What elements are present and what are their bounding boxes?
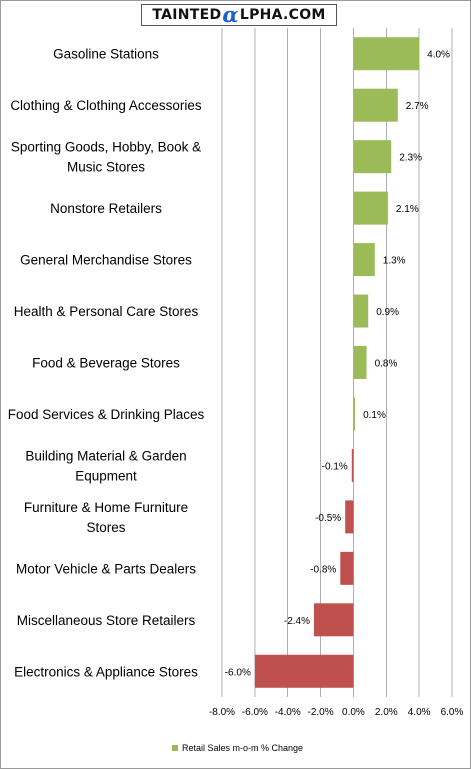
value-label: 0.9%	[376, 307, 399, 318]
value-label: 0.1%	[363, 410, 386, 421]
category-label-line: Sporting Goods, Hobby, Book &	[11, 140, 201, 155]
bar	[351, 448, 354, 482]
category-label-line: Food Services & Drinking Places	[8, 407, 205, 422]
logo-text-right: LPHA.COM	[239, 7, 326, 23]
category-labels: Gasoline Stations Clothing & Clothing Acc…	[8, 47, 205, 680]
logo-text-left: TAINTED	[152, 7, 222, 23]
legend-label: Retail Sales m-o-m % Change	[182, 743, 304, 753]
category-label: Electronics & Appliance Stores	[14, 664, 198, 679]
category-label: Health & Personal Care Stores	[14, 304, 199, 319]
category-label-line: Electronics & Appliance Stores	[14, 664, 198, 679]
x-tick-label: -8.0%	[209, 707, 235, 718]
bar	[353, 294, 369, 328]
x-tick-label: -2.0%	[308, 707, 334, 718]
value-label: 4.0%	[427, 50, 450, 61]
logo-alpha-glyph: α	[222, 2, 239, 27]
bar	[353, 140, 392, 174]
value-label: 1.3%	[383, 256, 406, 267]
bars	[254, 37, 420, 688]
bar	[340, 551, 354, 585]
category-label: Motor Vehicle & Parts Dealers	[16, 561, 196, 576]
category-label-line: Furniture & Home Furniture	[24, 500, 188, 515]
value-label: -0.8%	[310, 564, 336, 575]
category-label: Miscellaneous Store Retailers	[17, 613, 196, 628]
legend-swatch	[172, 745, 178, 751]
category-label-line: Health & Personal Care Stores	[14, 304, 199, 319]
value-label: -0.5%	[315, 513, 341, 524]
bar	[345, 500, 354, 534]
category-label: Gasoline Stations	[53, 47, 159, 62]
category-label: Sporting Goods, Hobby, Book & Music Store…	[11, 140, 201, 175]
x-tick-label: -6.0%	[242, 707, 268, 718]
value-labels: 4.0% 2.7% 2.3% 2.1% 1.3% 0.9% 0.8% 0.1% -0.1% -0.…	[225, 50, 450, 679]
bar	[353, 37, 420, 71]
bar	[353, 88, 398, 122]
bar	[353, 191, 388, 225]
bar	[254, 654, 354, 688]
category-label-line: Equpment	[75, 468, 137, 483]
x-tick-label: 4.0%	[408, 707, 431, 718]
site-logo: TAINTED α LPHA.COM	[141, 4, 337, 26]
x-tick-label: 2.0%	[375, 707, 398, 718]
value-label: 2.7%	[406, 101, 429, 112]
category-label-line: Clothing & Clothing Accessories	[10, 98, 202, 113]
category-label: Clothing & Clothing Accessories	[10, 98, 202, 113]
category-label: Food Services & Drinking Places	[8, 407, 205, 422]
category-label-line: General Merchandise Stores	[20, 253, 192, 268]
category-label: General Merchandise Stores	[20, 253, 192, 268]
x-tick-label: 6.0%	[441, 707, 464, 718]
bar	[353, 243, 375, 277]
legend: Retail Sales m-o-m % Change	[172, 743, 303, 753]
category-label: Building Material & Garden Equpment	[25, 448, 186, 483]
category-label-line: Motor Vehicle & Parts Dealers	[16, 561, 196, 576]
x-tick-label: 0.0%	[342, 707, 365, 718]
value-label: -6.0%	[225, 667, 251, 678]
gridlines	[221, 28, 453, 697]
category-label-line: Building Material & Garden	[25, 448, 186, 463]
x-tick-label: -4.0%	[275, 707, 301, 718]
value-label: 2.1%	[396, 204, 419, 215]
category-label-line: Miscellaneous Store Retailers	[17, 613, 196, 628]
x-axis-ticks: -8.0% -6.0% -4.0% -2.0% 0.0% 2.0% 4.0% 6.0%	[209, 707, 464, 718]
category-label-line: Music Stores	[67, 160, 145, 175]
category-label: Nonstore Retailers	[50, 201, 162, 216]
bar	[314, 603, 354, 637]
value-label: 2.3%	[399, 153, 422, 164]
bar	[353, 397, 356, 431]
value-label: -0.1%	[322, 461, 348, 472]
bar	[353, 346, 367, 379]
category-label-line: Stores	[86, 520, 125, 535]
category-label-line: Nonstore Retailers	[50, 201, 162, 216]
category-label-line: Food & Beverage Stores	[32, 356, 180, 371]
value-label: -2.4%	[284, 616, 310, 627]
value-label: 0.8%	[375, 359, 398, 370]
category-label-line: Gasoline Stations	[53, 47, 159, 62]
category-label: Food & Beverage Stores	[32, 356, 180, 371]
category-label: Furniture & Home Furniture Stores	[24, 500, 188, 535]
